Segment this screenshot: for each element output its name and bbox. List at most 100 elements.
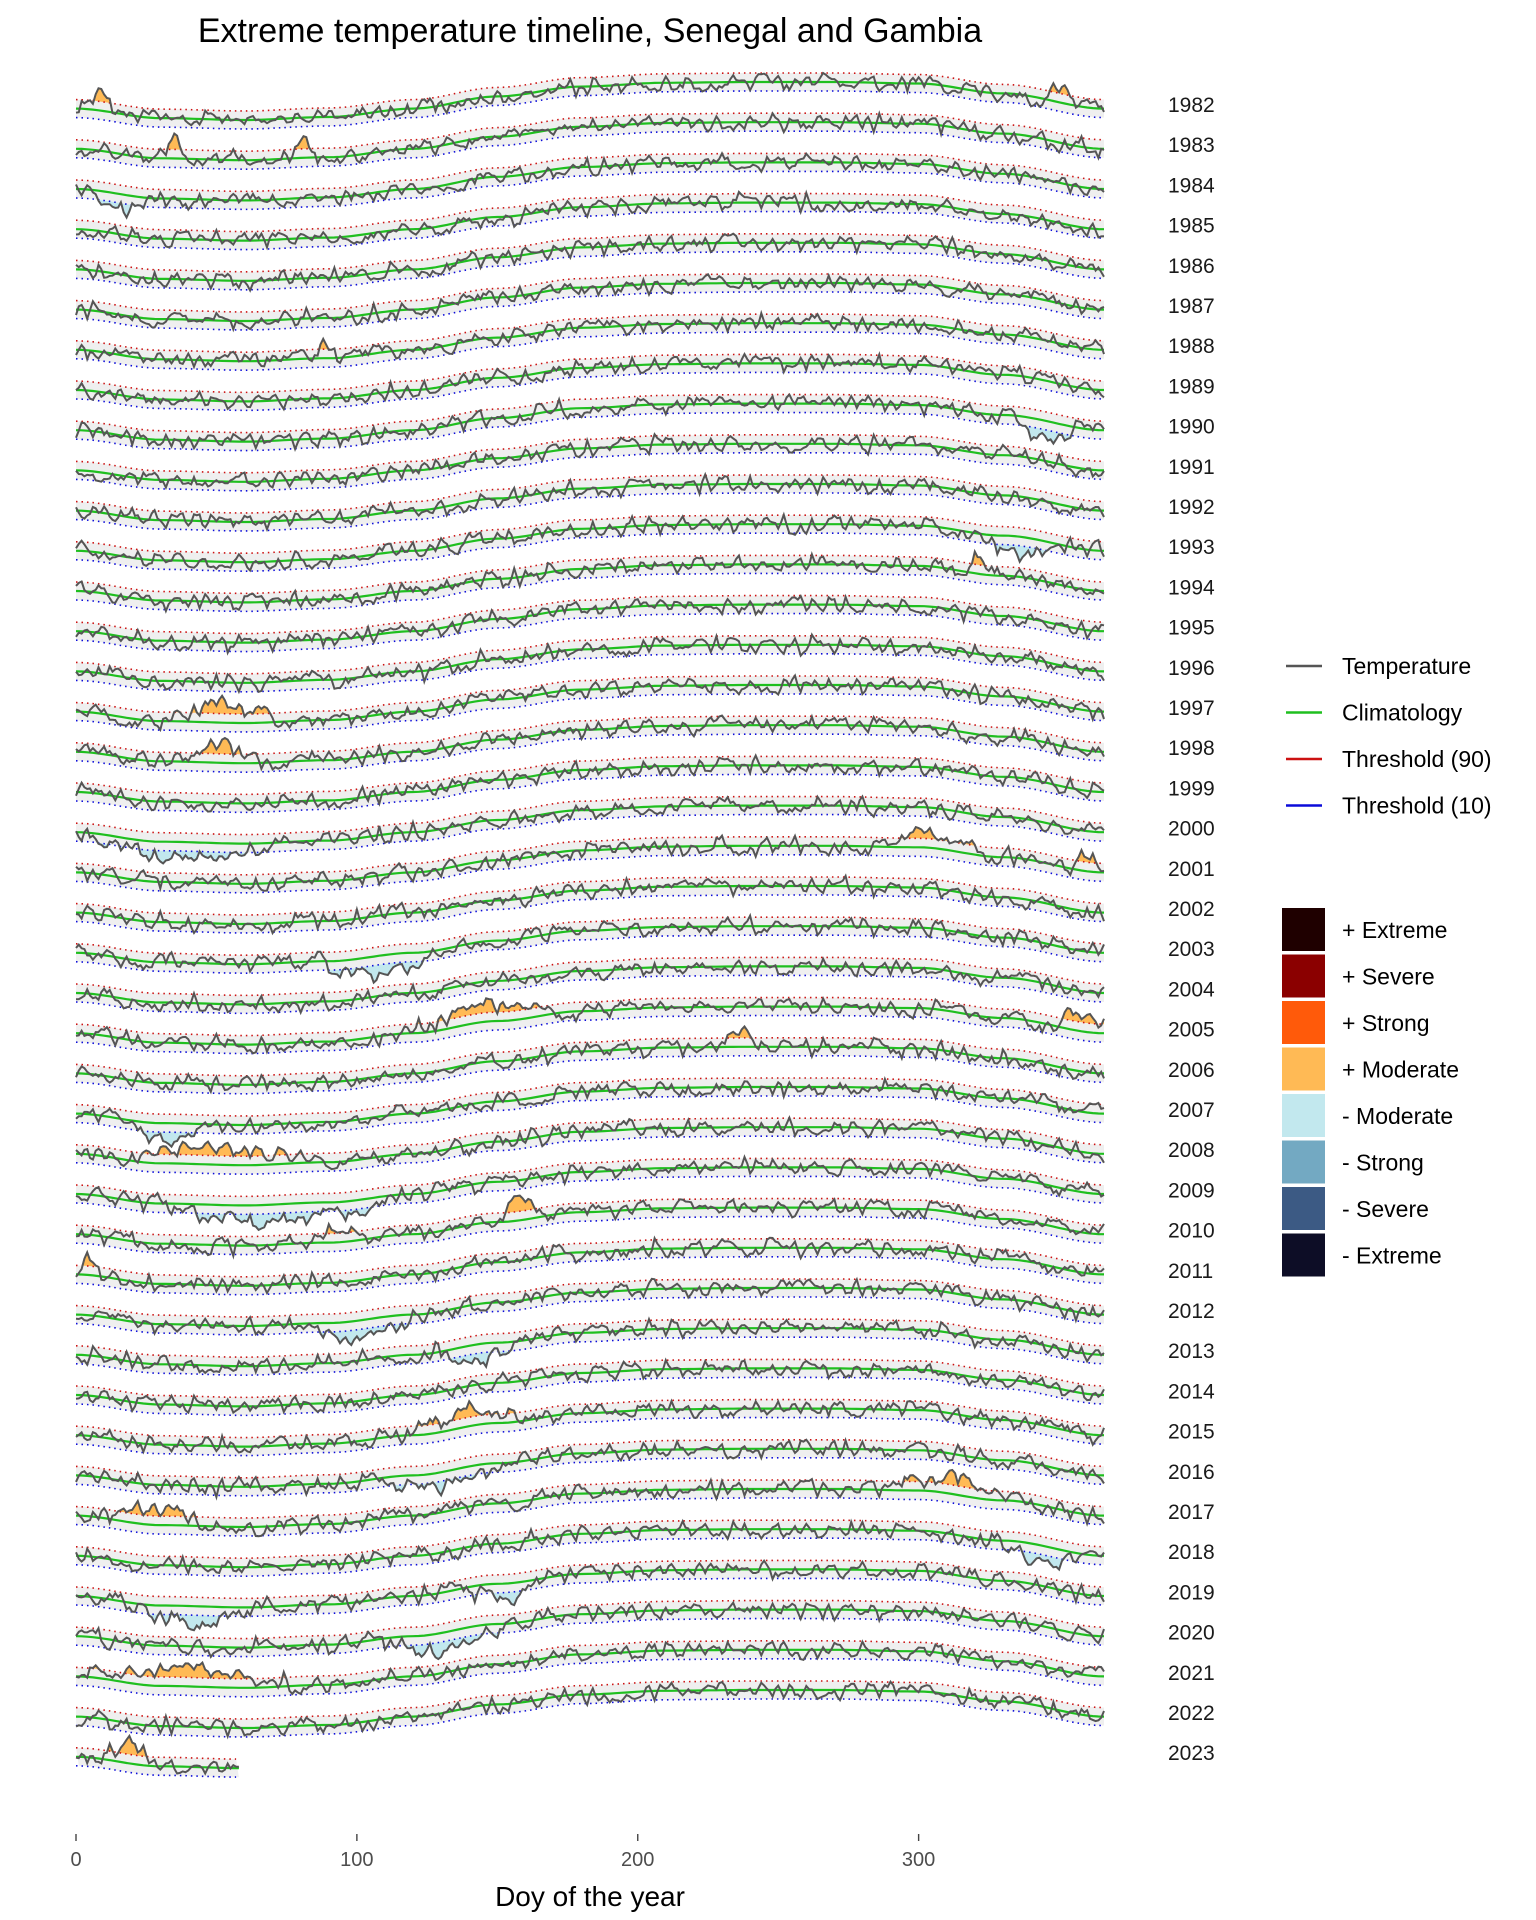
year-label: 1990 xyxy=(1168,416,1215,439)
year-ridge-1998 xyxy=(75,713,1105,774)
threshold-90-line xyxy=(75,836,1105,876)
year-ridge-2005 xyxy=(75,995,1105,1055)
temperature-line xyxy=(75,1558,1105,1632)
year-ridge-2018 xyxy=(75,1518,1105,1578)
threshold-10-line xyxy=(75,1095,1105,1135)
legend-label: Climatology xyxy=(1342,700,1463,726)
threshold-90-line xyxy=(75,554,1105,595)
year-ridge-1999 xyxy=(75,753,1105,814)
threshold-band xyxy=(76,1681,1104,1737)
temperature-line xyxy=(75,1600,1105,1661)
temperature-line xyxy=(75,431,1105,491)
cold-anomaly-fill xyxy=(385,1633,498,1659)
climatology-line xyxy=(75,1327,1105,1368)
temperature-line xyxy=(75,632,1105,695)
temperature-line xyxy=(75,189,1105,251)
cold-anomaly-fill xyxy=(1002,1549,1074,1570)
warm-anomaly-fill xyxy=(174,738,259,755)
x-axis: 0 100 200 300 xyxy=(70,1834,935,1871)
climatology-line xyxy=(75,1568,1105,1609)
year-ridge-2012 xyxy=(75,1276,1105,1347)
year-label: 2005 xyxy=(1168,1019,1215,1042)
climatology-line xyxy=(75,402,1105,443)
year-ridge-2007 xyxy=(75,1076,1105,1149)
year-label: 2004 xyxy=(1168,978,1215,1001)
warm-anomaly-fill xyxy=(413,1401,526,1427)
threshold-10-line xyxy=(75,1215,1105,1256)
year-ridge-1997 xyxy=(75,673,1105,733)
temperature-line xyxy=(75,471,1105,533)
threshold-band xyxy=(76,1037,1104,1094)
threshold-band xyxy=(76,917,1104,974)
warm-anomaly-fill xyxy=(904,1470,1003,1492)
threshold-band xyxy=(76,113,1104,170)
ridgeline-panel xyxy=(75,71,1105,1778)
year-label: 1985 xyxy=(1168,215,1215,238)
legend-swatch-box xyxy=(1282,908,1325,951)
year-ridge-2009 xyxy=(75,1154,1105,1232)
climatology-line xyxy=(75,322,1105,363)
threshold-band xyxy=(76,1560,1104,1617)
temperature-line xyxy=(75,1276,1105,1347)
threshold-90-line xyxy=(75,1640,1105,1680)
year-ridge-1989 xyxy=(75,350,1105,412)
climatology-line xyxy=(75,1447,1105,1488)
temperature-line xyxy=(75,309,1105,370)
threshold-90-line xyxy=(75,1117,1105,1158)
year-ridge-2004 xyxy=(75,956,1105,1016)
threshold-band xyxy=(76,193,1104,250)
threshold-90-line xyxy=(75,1559,1105,1600)
year-label: 2006 xyxy=(1168,1059,1215,1082)
climatology-line xyxy=(75,1045,1105,1086)
legend-label: Temperature xyxy=(1342,653,1471,679)
warm-anomaly-fill xyxy=(174,695,273,714)
year-ridge-2010 xyxy=(75,1194,1105,1260)
year-label: 2013 xyxy=(1168,1340,1215,1363)
threshold-90-line xyxy=(75,1358,1105,1399)
threshold-10-line xyxy=(75,612,1105,653)
threshold-10-line xyxy=(75,170,1105,211)
threshold-90-line xyxy=(75,1680,1105,1720)
year-label: 2001 xyxy=(1168,858,1215,881)
threshold-90-line xyxy=(75,1157,1105,1198)
threshold-90-line xyxy=(75,1278,1105,1318)
temperature-line xyxy=(75,825,1105,893)
year-label: 1986 xyxy=(1168,255,1215,278)
temperature-line xyxy=(75,794,1105,865)
year-ridge-2020 xyxy=(75,1599,1105,1661)
year-ridge-1993 xyxy=(75,511,1105,573)
year-label: 1992 xyxy=(1168,496,1215,519)
legend-label: + Moderate xyxy=(1342,1057,1459,1083)
temperature-line xyxy=(75,912,1105,985)
legend-swatch-box xyxy=(1282,1140,1325,1184)
threshold-10-line xyxy=(75,1457,1105,1497)
year-ridge-2019 xyxy=(75,1558,1105,1632)
threshold-10-line xyxy=(75,1296,1105,1336)
temperature-line xyxy=(75,956,1105,1016)
legend-swatch-box xyxy=(1282,954,1325,998)
temperature-line xyxy=(75,110,1105,167)
temperature-line xyxy=(75,1024,1105,1095)
threshold-10-line xyxy=(75,1497,1105,1537)
threshold-10-line xyxy=(75,854,1105,894)
temperature-line xyxy=(75,1194,1105,1260)
threshold-10-line xyxy=(75,934,1105,975)
threshold-90-line xyxy=(75,112,1105,153)
threshold-band xyxy=(76,836,1104,893)
year-ridge-2022 xyxy=(75,1679,1105,1740)
legend-label: + Extreme xyxy=(1342,917,1447,943)
threshold-90-line xyxy=(75,956,1105,997)
year-label: 2019 xyxy=(1168,1581,1215,1604)
threshold-90-line xyxy=(75,715,1105,756)
threshold-90-line xyxy=(75,755,1105,796)
year-ridge-2016 xyxy=(75,1436,1105,1501)
year-ridge-2001 xyxy=(75,825,1105,894)
threshold-10-line xyxy=(75,1698,1105,1738)
legend-swatch-box xyxy=(1282,1233,1325,1277)
legend-swatch-box xyxy=(1282,1094,1325,1137)
climatology-line xyxy=(75,1407,1105,1448)
threshold-90-line xyxy=(75,1077,1105,1117)
temperature-line xyxy=(75,1679,1105,1740)
temperature-line xyxy=(75,232,1105,293)
temperature-line xyxy=(75,1357,1105,1415)
